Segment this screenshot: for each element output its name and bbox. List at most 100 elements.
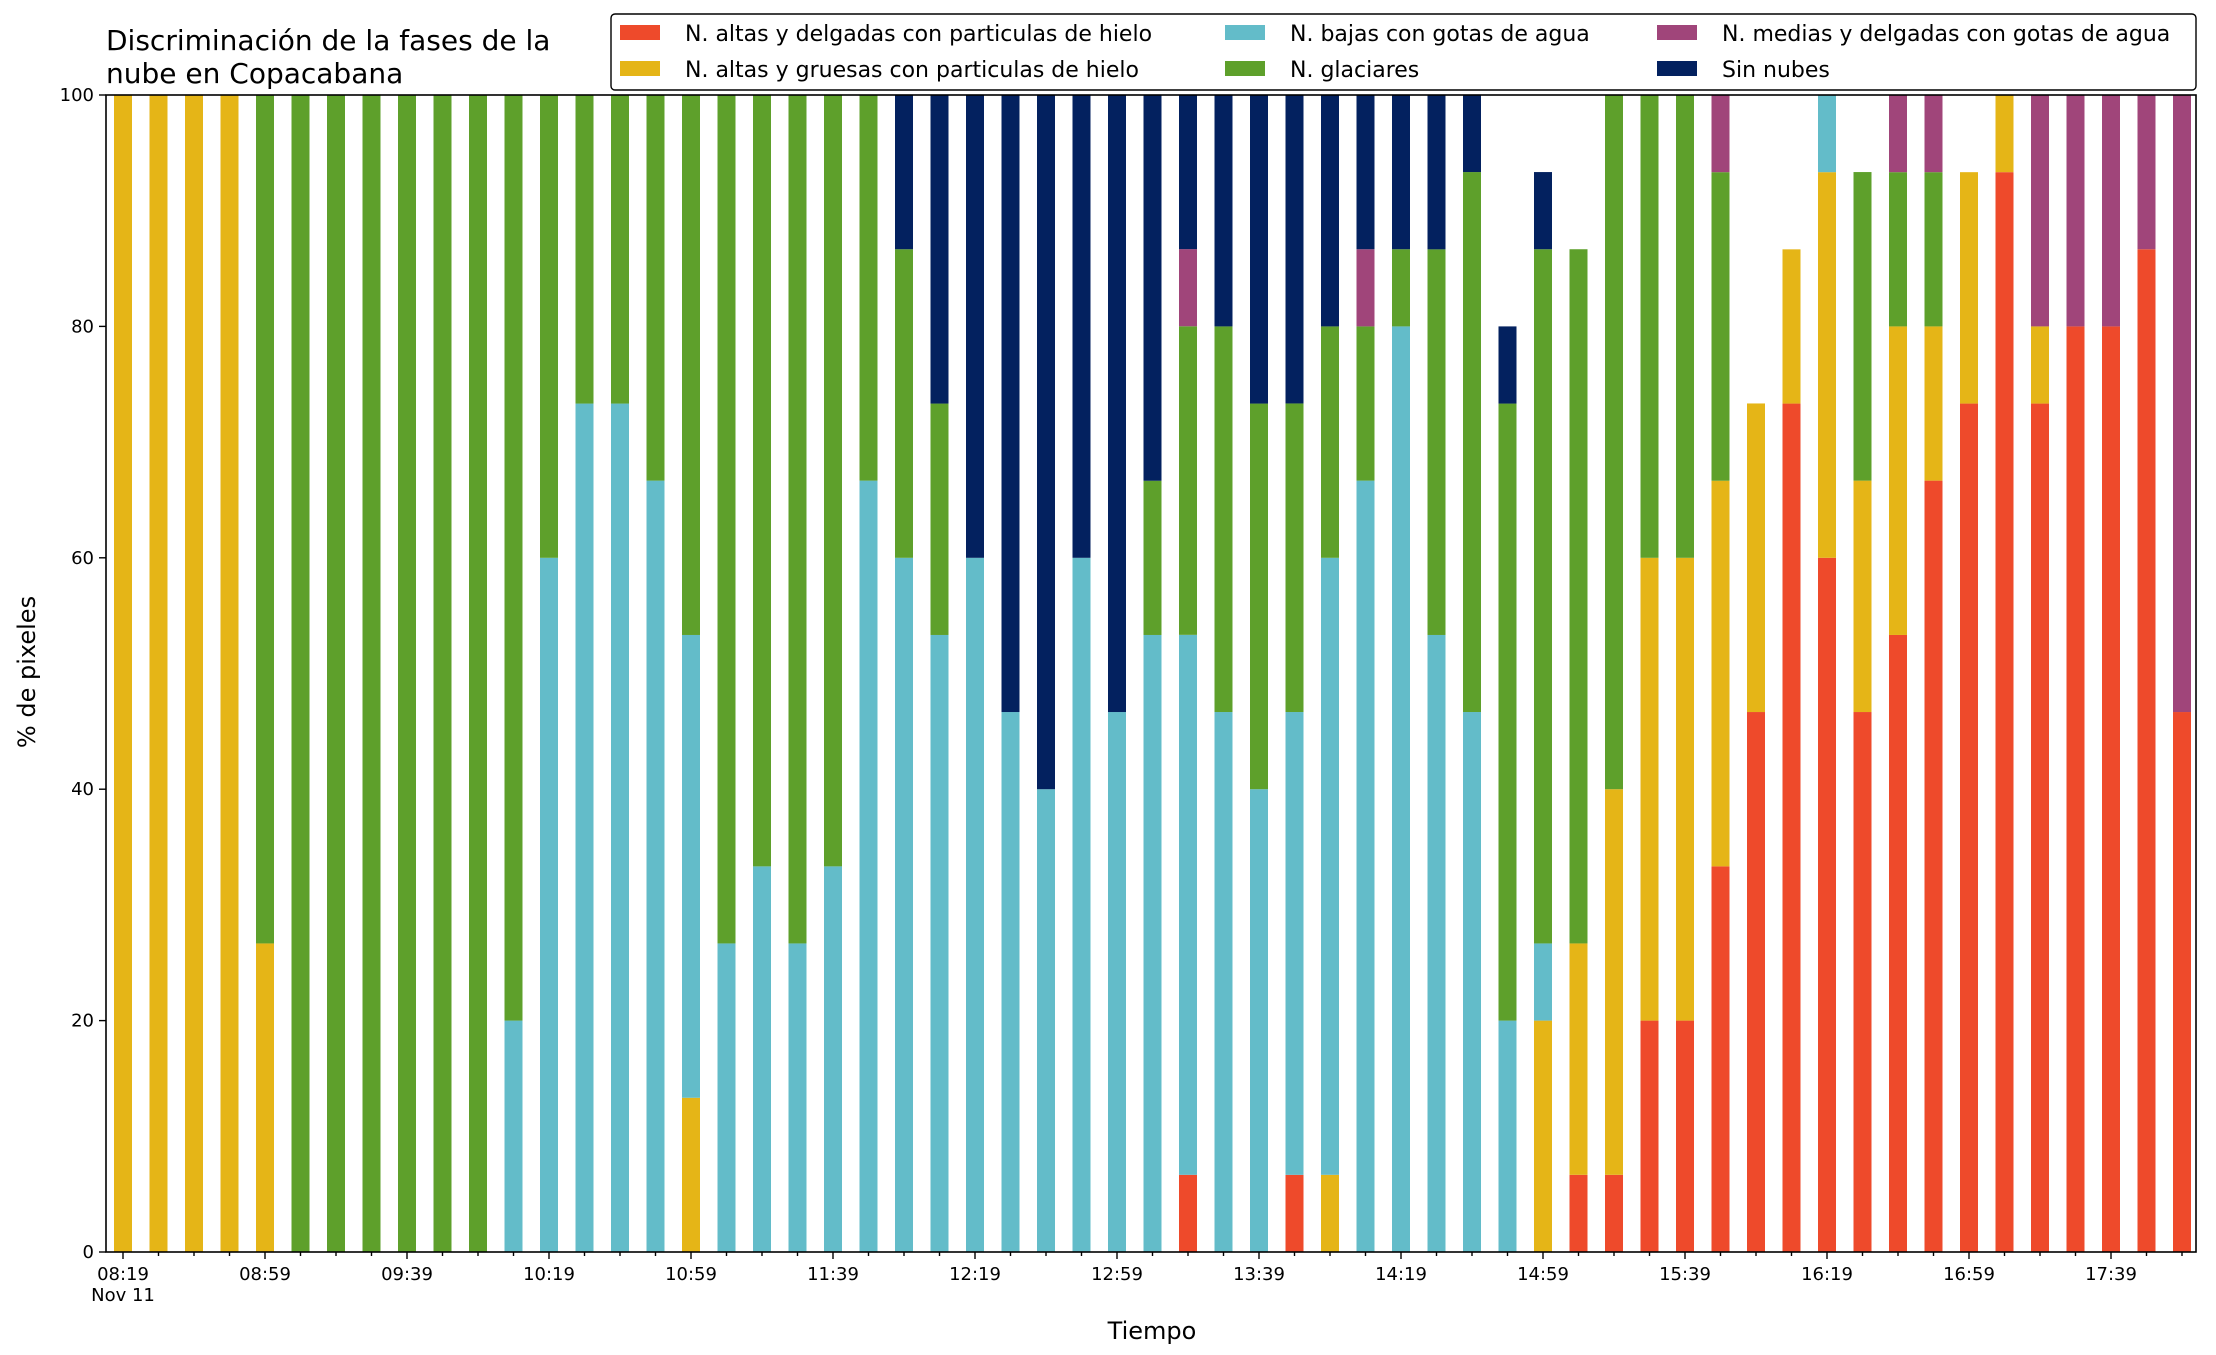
x-axis-label: Tiempo xyxy=(1107,1317,1197,1345)
x-tick-label: 14:19 xyxy=(1375,1264,1427,1285)
bar-segment-s3-t17 xyxy=(717,95,736,944)
bar-segment-s1-t53 xyxy=(1995,95,2014,173)
bar-segment-s0-t44 xyxy=(1676,1020,1694,1252)
x-tick-label: 13:39 xyxy=(1233,1264,1285,1285)
bar-segment-s3-t13 xyxy=(575,95,594,404)
bar-segment-s3-t20 xyxy=(824,95,842,867)
bar-segment-s1-t45 xyxy=(1711,480,1730,867)
legend-swatch xyxy=(1657,61,1697,76)
legend-swatch xyxy=(620,61,660,76)
bar-segment-s2-t48 xyxy=(1818,95,1836,173)
bar-segment-s1-t0 xyxy=(114,95,132,1252)
bar-segment-s1-t41 xyxy=(1569,943,1588,1175)
bar-segment-s0-t30 xyxy=(1179,1174,1197,1252)
bar-segment-s0-t55 xyxy=(2066,326,2085,1252)
bar-segment-s2-t20 xyxy=(824,866,842,1252)
bar-segment-s3-t42 xyxy=(1605,95,1623,790)
bar-segment-s1-t44 xyxy=(1676,557,1694,1021)
chart-title: Discriminación de la fases de la nube en… xyxy=(106,24,559,90)
bar-segment-s1-t48 xyxy=(1818,172,1836,558)
bar-segment-s2-t39 xyxy=(1498,1020,1517,1252)
bar-segment-s2-t28 xyxy=(1108,712,1126,1252)
bar-segment-s2-t36 xyxy=(1392,326,1410,1252)
y-tick-label: 80 xyxy=(71,316,94,337)
bar-segment-s3-t29 xyxy=(1143,480,1162,635)
bar-segment-s0-t43 xyxy=(1640,1020,1659,1252)
plot-frame xyxy=(105,94,2197,1253)
bar-segment-s0-t48 xyxy=(1818,557,1836,1252)
x-tick-date-label: Nov 11 xyxy=(91,1285,155,1306)
bar-segment-s2-t21 xyxy=(859,480,878,1252)
bar-segment-s5-t22 xyxy=(895,95,913,250)
bar-segment-s0-t50 xyxy=(1889,634,1907,1252)
y-tick-label: 0 xyxy=(83,1242,94,1263)
bar-segment-s3-t12 xyxy=(540,95,558,558)
y-tick-label: 40 xyxy=(71,779,94,800)
bar-segment-s1-t51 xyxy=(1924,326,1943,481)
bar-segment-s1-t42 xyxy=(1605,789,1623,1175)
bar-segment-s2-t29 xyxy=(1143,634,1162,1252)
bar-segment-s3-t22 xyxy=(895,249,913,558)
bar-segment-s3-t15 xyxy=(646,95,665,481)
y-tick-label: 60 xyxy=(71,548,94,569)
bar-segment-s4-t35 xyxy=(1356,249,1375,327)
bar-segment-s3-t34 xyxy=(1321,326,1339,558)
bar-segment-s2-t38 xyxy=(1463,712,1481,1252)
bar-segment-s3-t4 xyxy=(256,95,274,944)
x-tick-label: 15:39 xyxy=(1659,1264,1711,1285)
y-tick-label: 20 xyxy=(71,1011,94,1032)
bar-segment-s0-t33 xyxy=(1285,1174,1304,1252)
bar-segment-s1-t47 xyxy=(1782,249,1801,404)
bar-segment-s2-t25 xyxy=(1001,712,1020,1252)
bar-segment-s3-t45 xyxy=(1711,172,1730,481)
bar-segment-s3-t23 xyxy=(930,403,949,635)
bar-segment-s3-t16 xyxy=(682,95,700,635)
bar-segment-s5-t25 xyxy=(1001,95,1020,713)
bar-segment-s3-t19 xyxy=(788,95,807,944)
bar-segment-s0-t47 xyxy=(1782,403,1801,1252)
bar-segment-s3-t8 xyxy=(398,95,416,1252)
bar-segment-s4-t50 xyxy=(1889,95,1907,173)
bar-segment-s2-t35 xyxy=(1356,480,1375,1252)
bar-segment-s3-t5 xyxy=(291,95,310,1252)
legend-label: N. bajas con gotas de agua xyxy=(1290,22,1590,47)
bar-segment-s2-t18 xyxy=(753,866,771,1252)
bar-segment-s2-t13 xyxy=(575,403,594,1252)
bar-segment-s5-t34 xyxy=(1321,95,1339,327)
bar-segment-s5-t28 xyxy=(1108,95,1126,713)
bar-segment-s1-t52 xyxy=(1960,172,1978,404)
bar-segment-s3-t49 xyxy=(1853,172,1872,481)
bar-segment-s2-t24 xyxy=(966,557,984,1252)
bar-segment-s1-t43 xyxy=(1640,557,1659,1021)
bar-segment-s5-t38 xyxy=(1463,94,1481,173)
x-tick-label: 16:59 xyxy=(1943,1264,1995,1285)
bar-segment-s2-t27 xyxy=(1072,557,1091,1252)
bar-segment-s5-t23 xyxy=(930,95,949,404)
x-tick-label: 12:59 xyxy=(1091,1264,1143,1285)
bar-segment-s2-t32 xyxy=(1250,789,1268,1252)
bar-segment-s5-t32 xyxy=(1250,95,1268,404)
bar-segment-s1-t46 xyxy=(1747,403,1765,713)
bar-segment-s3-t18 xyxy=(753,95,771,867)
bar-segment-s3-t32 xyxy=(1250,403,1268,790)
legend-label: N. medias y delgadas con gotas de agua xyxy=(1722,22,2170,47)
bar-segment-s2-t33 xyxy=(1285,712,1304,1175)
bars-layer xyxy=(114,94,2191,1253)
x-tick-label: 10:59 xyxy=(665,1264,717,1285)
bar-segment-s2-t34 xyxy=(1321,557,1339,1175)
bar-segment-s0-t53 xyxy=(1995,172,2014,1252)
x-tick-label: 16:19 xyxy=(1801,1264,1853,1285)
bar-segment-s1-t40 xyxy=(1534,1020,1552,1252)
x-tick-label: 12:19 xyxy=(949,1264,1001,1285)
bar-segment-s1-t54 xyxy=(2031,326,2049,404)
bar-segment-s4-t45 xyxy=(1711,95,1730,173)
bar-segment-s1-t16 xyxy=(682,1097,700,1252)
bar-segment-s3-t39 xyxy=(1498,403,1517,1021)
bar-segment-s1-t50 xyxy=(1889,326,1907,635)
bar-segment-s1-t49 xyxy=(1853,480,1872,713)
legend-swatch xyxy=(620,25,660,40)
bar-segment-s3-t31 xyxy=(1214,326,1233,713)
bar-segment-s1-t34 xyxy=(1321,1174,1339,1252)
bar-segment-s3-t51 xyxy=(1924,172,1943,327)
bar-segment-s3-t6 xyxy=(327,95,345,1252)
